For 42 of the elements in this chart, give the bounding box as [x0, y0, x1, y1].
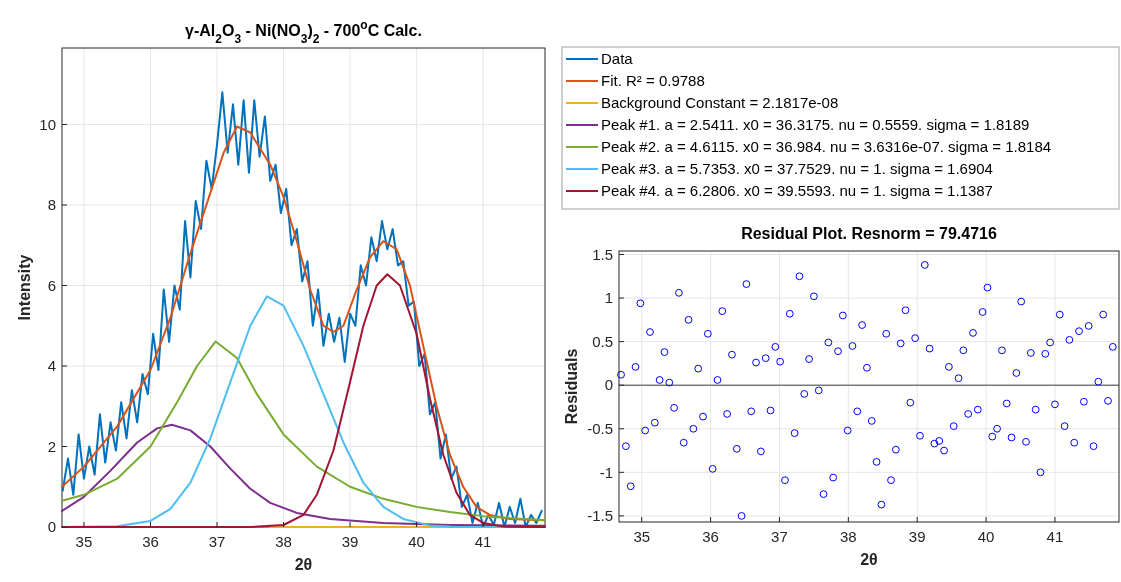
y-tick-label: 1: [604, 289, 613, 307]
y-axis-title: Residuals: [563, 348, 580, 425]
y-tick-label: 4: [47, 357, 56, 375]
x-tick-label: 38: [275, 533, 292, 550]
y-tick-label: 0: [47, 518, 56, 536]
y-tick-label: 6: [47, 276, 56, 294]
x-tick-label: 39: [908, 528, 926, 545]
y-tick-label: -1.5: [587, 507, 613, 525]
y-axis-title: Intensity: [16, 254, 33, 321]
legend-label: Peak #3. a = 5.7353. x0 = 37.7529. nu = 1. sigma = 1.6904: [601, 160, 993, 178]
y-tick-label: 8: [47, 196, 56, 214]
x-tick-label: 41: [474, 533, 492, 550]
line-series: [61, 340, 546, 522]
x-tick-label: 40: [408, 533, 425, 550]
y-tick-label: 0: [604, 376, 613, 394]
y-tick-label: -1: [599, 463, 613, 481]
chart-title: Residual Plot. Resnorm = 79.4716: [741, 225, 997, 242]
x-tick-label: 38: [840, 528, 857, 545]
y-tick-label: -0.5: [587, 420, 613, 438]
x-axis-title: 2θ: [860, 551, 878, 568]
x-tick-label: 35: [633, 528, 651, 545]
x-tick-label: 37: [208, 533, 226, 550]
legend-label: Peak #2. a = 4.6115. x0 = 36.984. nu = 3.6316e-07. sigma = 1.8184: [601, 138, 1052, 156]
x-axis-title: 2θ: [294, 556, 313, 573]
x-tick-label: 40: [977, 528, 995, 545]
y-tick-label: 0.5: [592, 332, 613, 350]
y-tick-label: 10: [39, 115, 56, 133]
legend-label: Peak #4. a = 6.2806. x0 = 39.5593. nu = 1. sigma = 1.1387: [601, 182, 993, 200]
x-tick-label: 36: [702, 528, 719, 545]
x-tick-label: 35: [75, 533, 93, 550]
chart-title: γ-Al$_{2}$O$_{3}$ - Ni(NO$_{3}$)$_{2}$ - 700$^{o}$C Calc.: [185, 18, 422, 46]
y-tick-label: 1.5: [592, 245, 613, 263]
x-tick-label: 41: [1046, 528, 1064, 545]
legend-label: Data: [601, 50, 634, 68]
x-tick-label: 36: [142, 533, 159, 550]
legend-label: Peak #1. a = 2.5411. x0 = 36.3175. nu = 0.5559. sigma = 1.8189: [601, 116, 1030, 134]
legend-label: Fit. R² = 0.9788: [601, 72, 705, 90]
legend-label: Background Constant = 2.1817e-08: [601, 94, 839, 112]
line-series: [61, 423, 546, 527]
x-tick-label: 39: [341, 533, 359, 550]
y-tick-label: 2: [47, 437, 56, 455]
x-tick-label: 37: [771, 528, 788, 545]
